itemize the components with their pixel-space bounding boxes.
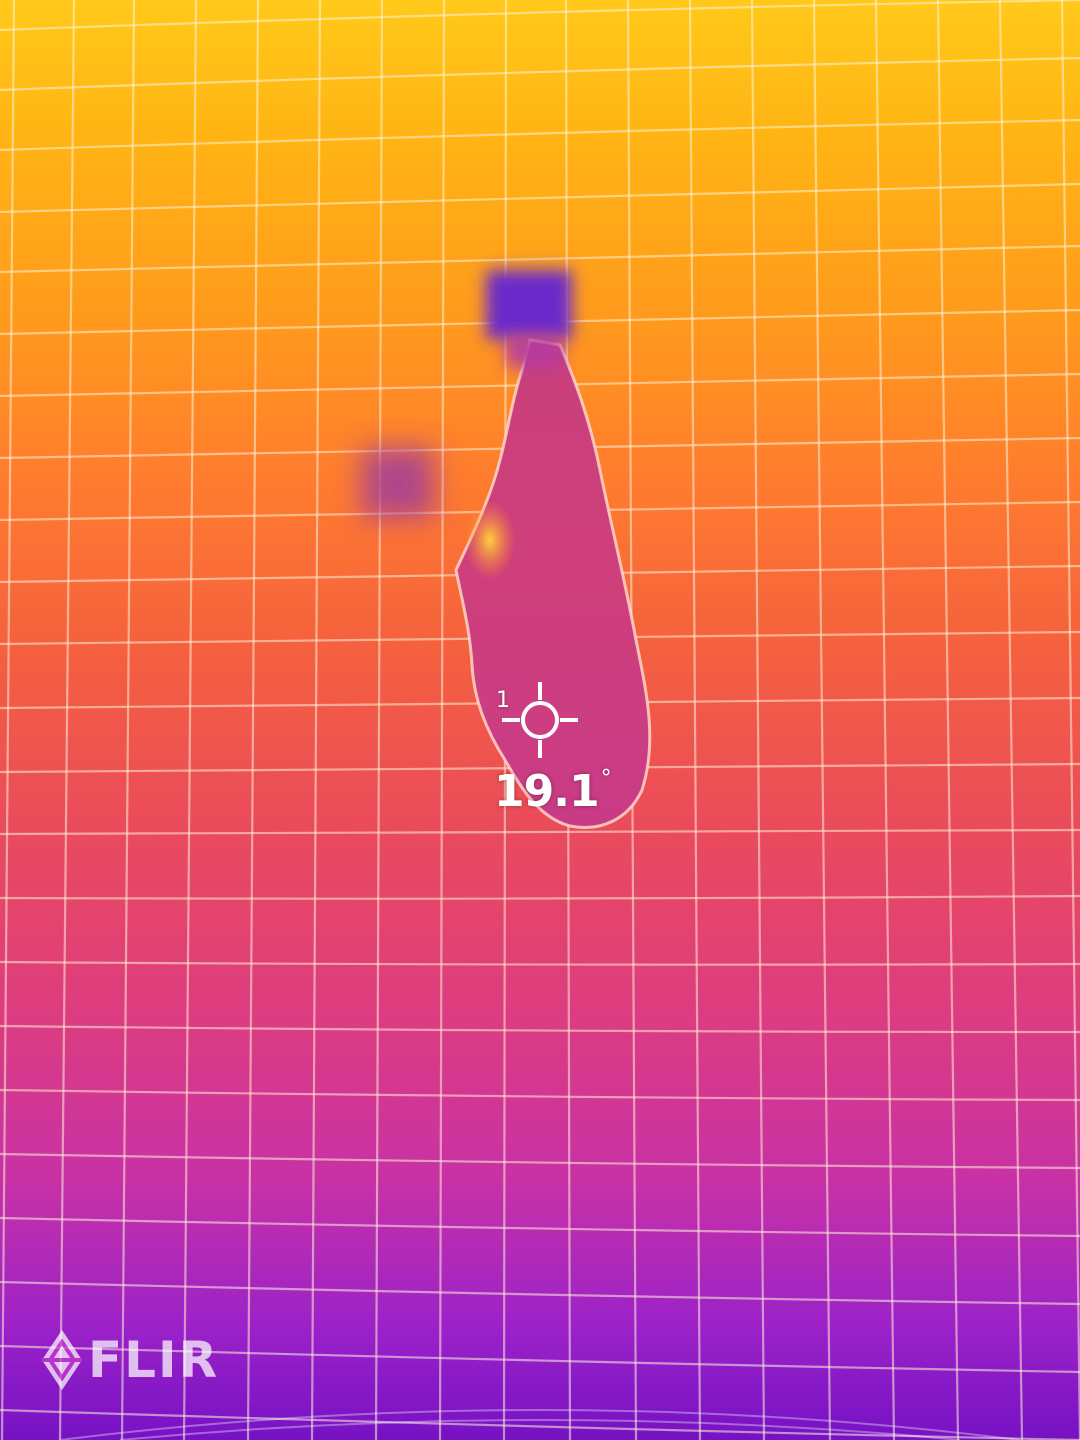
temperature-readout: 19.1° <box>494 766 612 817</box>
brand-name: FLIR <box>88 1331 220 1389</box>
temperature-value: 19.1 <box>494 766 600 817</box>
cold-spot-left <box>362 448 434 518</box>
cold-spot-top <box>486 270 572 340</box>
brand-logo: FLIR <box>40 1328 219 1392</box>
crosshair-icon <box>502 682 578 758</box>
flir-diamond-icon <box>42 1330 82 1390</box>
temperature-unit: ° <box>600 766 612 791</box>
leaf-stem <box>506 334 562 368</box>
leaf-object <box>454 338 652 829</box>
bottom-arcs <box>59 1409 1021 1440</box>
hot-spot <box>464 500 516 580</box>
spot-index-label: 1 <box>496 688 510 713</box>
